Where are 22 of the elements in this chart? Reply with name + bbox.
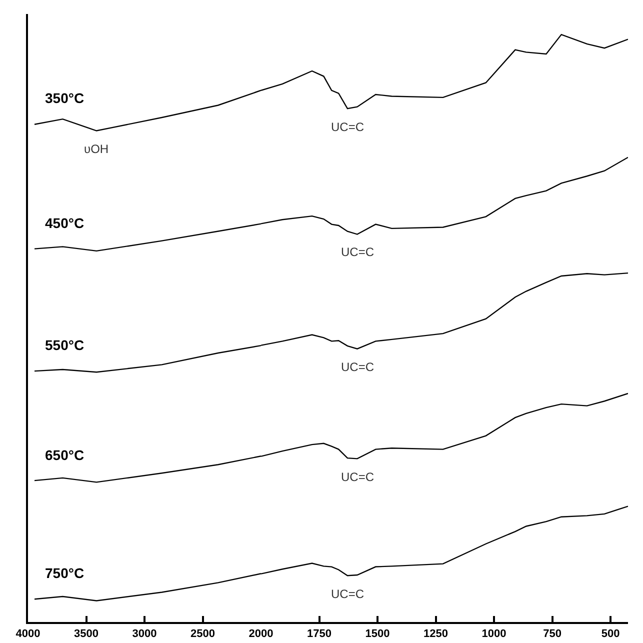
x-tick-label: 1250 [424, 628, 448, 640]
x-tick-label: 2000 [248, 628, 274, 640]
annotation: UC=C [341, 470, 374, 484]
annotation: UC=C [341, 360, 374, 374]
x-tick-label: 1500 [365, 628, 390, 640]
series-label: 750°C [45, 565, 84, 581]
annotation: UC=C [331, 120, 364, 134]
annotation: UC=C [331, 587, 364, 601]
series-label: 450°C [45, 215, 84, 231]
series-label: 650°C [45, 447, 84, 463]
x-tick-label: 2500 [190, 628, 215, 640]
x-tick-label: 3000 [132, 628, 157, 640]
series-label: 550°C [45, 337, 84, 353]
x-tick-label: 4000 [16, 628, 40, 640]
annotation: UC=C [341, 245, 374, 259]
x-tick-label: 750 [543, 628, 562, 640]
annotation: υOH [84, 142, 109, 156]
series-label: 350°C [45, 90, 84, 106]
x-tick-label: 500 [601, 628, 620, 640]
x-tick-label: 1000 [482, 628, 506, 640]
x-tick-label: 3500 [74, 628, 98, 640]
x-tick-label: 1750 [307, 628, 332, 640]
